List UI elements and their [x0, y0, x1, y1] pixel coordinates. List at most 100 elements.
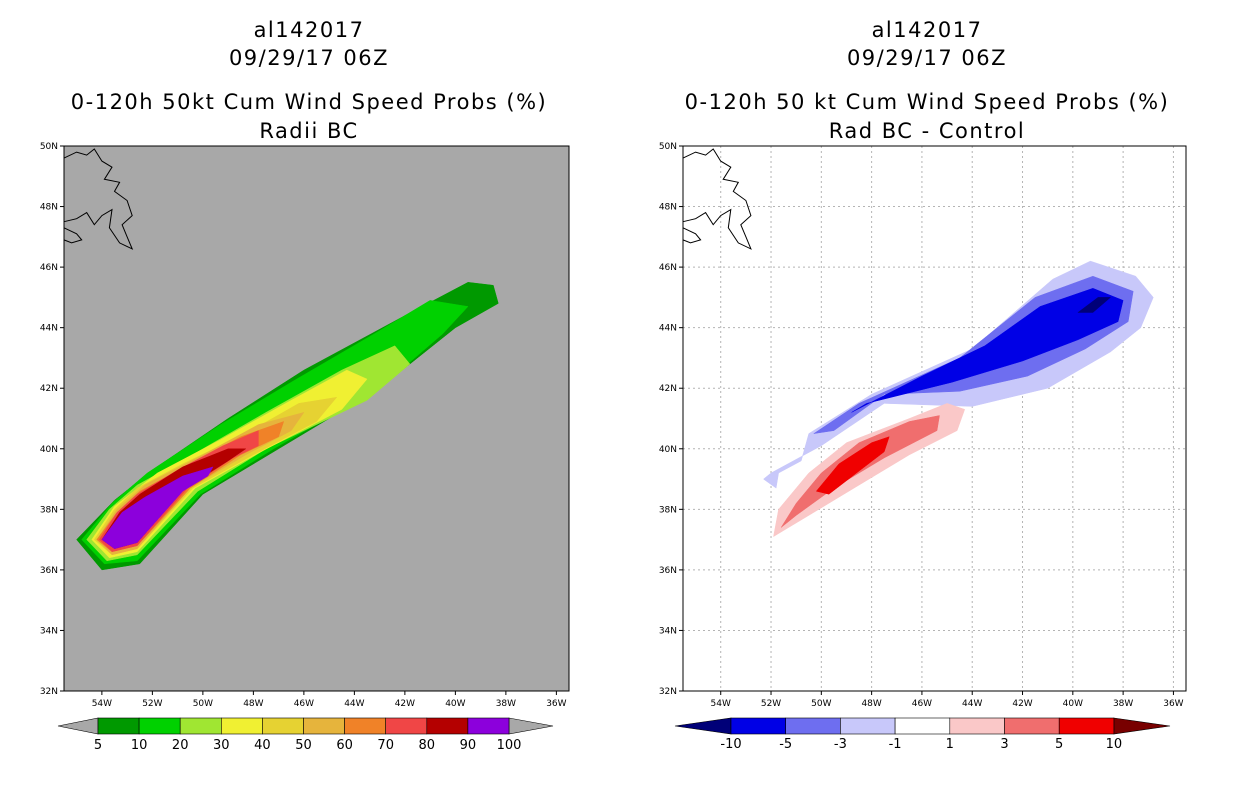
right-plot-frame — [682, 145, 1187, 692]
left-colorbar-cell-5 — [303, 717, 345, 735]
left-ytick-label-48N: 48N — [40, 203, 58, 213]
left-colorbar-cell-7 — [385, 717, 428, 735]
right-contour--5 — [851, 288, 1124, 413]
left-xtick-label-46W: 46W — [294, 699, 314, 709]
right-colorbar-cell-5 — [1004, 717, 1060, 735]
left-colorbar-over-arrow — [508, 717, 554, 735]
right-datetime: 09/29/17 06Z — [846, 46, 1008, 70]
left-ytick-label-44N: 44N — [40, 324, 58, 334]
right-colorbar-cell-3 — [894, 717, 951, 735]
right-colorbar: -10 -5 -3 -1 1 3 5 10 — [674, 717, 1171, 752]
left-ytick-label-40N: 40N — [40, 445, 58, 455]
left-colorbar-label-40: 40 — [254, 738, 271, 753]
right-colorbar-label--5: -5 — [779, 737, 792, 752]
left-colorbar-label-20: 20 — [172, 738, 189, 753]
left-colorbar-cell-3 — [221, 717, 263, 735]
right-ytick-label-46N: 46N — [659, 263, 677, 273]
left-xtick-label-44W: 44W — [344, 699, 364, 709]
right-colorbar-cell-2 — [840, 717, 896, 735]
right-contour--10 — [1077, 297, 1111, 313]
left-colorbar-cell-0 — [97, 717, 140, 735]
left-ytick-label-32N: 32N — [40, 687, 58, 697]
left-colorbar-cell-2 — [179, 717, 222, 735]
left-colorbar-cell-1 — [138, 717, 181, 735]
left-plot-frame — [63, 145, 570, 692]
left-colorbar-label-80: 80 — [419, 738, 436, 753]
left-contour-90 — [101, 466, 214, 549]
right-colorbar-cell-1 — [785, 717, 841, 735]
left-colorbar-under-arrow — [57, 717, 99, 735]
right-xtick-label-44W: 44W — [962, 699, 982, 709]
left-colorbar-label-5: 5 — [94, 738, 102, 753]
left-xtick-label-48W: 48W — [243, 699, 263, 709]
right-xtick-label-36W: 36W — [1163, 699, 1183, 709]
right-xtick-label-40W: 40W — [1063, 699, 1083, 709]
right-coastline-0 — [682, 148, 752, 250]
right-colorbar-cell-4 — [949, 717, 1005, 735]
right-colorbar-label-5: 5 — [1055, 737, 1063, 752]
right-chart: 54W 52W 50W 48W 46W 44W 42W 40W 38W 36W 32N 34N 36N 3… — [659, 142, 1187, 709]
left-colorbar-cell-8 — [426, 717, 469, 735]
right-ytick-label-42N: 42N — [659, 384, 677, 394]
left-xtick-label-40W: 40W — [445, 699, 465, 709]
right-colorbar-cell-0 — [730, 717, 787, 735]
left-xtick-label-36W: 36W — [546, 699, 566, 709]
right-ytick-label-50N: 50N — [659, 142, 677, 152]
left-colorbar-label-100: 100 — [497, 738, 522, 753]
left-ytick-label-34N: 34N — [40, 626, 58, 636]
left-colorbar-cell-9 — [467, 717, 510, 735]
right-colorbar-label--1: -1 — [889, 737, 902, 752]
left-coastline-0 — [63, 148, 134, 250]
right-contour-3 — [780, 415, 940, 528]
right-colorbar-under-arrow — [674, 717, 732, 735]
left-chart-title: 0-120h 50kt Cum Wind Speed Probs (%) — [70, 90, 548, 114]
left-colorbar-label-30: 30 — [213, 738, 230, 753]
left-storm-id: al142017 — [253, 18, 365, 42]
right-ytick-label-40N: 40N — [659, 445, 677, 455]
right-chart-subtitle: Rad BC - Control — [828, 119, 1026, 143]
right-colorbar-label--10: -10 — [720, 737, 741, 752]
right-colorbar-label-10: 10 — [1106, 737, 1123, 752]
right-xtick-label-48W: 48W — [861, 699, 881, 709]
left-xtick-label-42W: 42W — [395, 699, 415, 709]
left-coastline-1 — [63, 227, 83, 244]
left-colorbar-label-50: 50 — [295, 738, 312, 753]
left-chart-subtitle: Radii BC — [259, 119, 359, 143]
left-xtick-label-50W: 50W — [193, 699, 213, 709]
left-ytick-label-46N: 46N — [40, 263, 58, 273]
right-ytick-label-48N: 48N — [659, 203, 677, 213]
right-colorbar-over-arrow — [1113, 717, 1171, 735]
left-datetime: 09/29/17 06Z — [228, 46, 390, 70]
left-colorbar-label-10: 10 — [131, 738, 148, 753]
right-colorbar-label-1: 1 — [946, 737, 954, 752]
right-colorbar-label-3: 3 — [1000, 737, 1008, 752]
right-coastline-1 — [682, 227, 702, 244]
right-ytick-label-36N: 36N — [659, 566, 677, 576]
left-ytick-label-36N: 36N — [40, 566, 58, 576]
left-ytick-label-50N: 50N — [40, 142, 58, 152]
left-colorbar-label-90: 90 — [460, 738, 477, 753]
left-xtick-label-38W: 38W — [496, 699, 516, 709]
left-colorbar: 5 10 20 30 40 50 60 70 80 90 100 — [57, 717, 554, 753]
right-colorbar-label--3: -3 — [834, 737, 847, 752]
right-xtick-label-52W: 52W — [761, 699, 781, 709]
left-xtick-label-52W: 52W — [142, 699, 162, 709]
right-xtick-label-46W: 46W — [912, 699, 932, 709]
right-ytick-label-32N: 32N — [659, 687, 677, 697]
right-xtick-label-38W: 38W — [1113, 699, 1133, 709]
right-chart-title: 0-120h 50 kt Cum Wind Speed Probs (%) — [684, 90, 1170, 114]
left-colorbar-label-70: 70 — [377, 738, 394, 753]
left-colorbar-cell-6 — [344, 717, 387, 735]
right-xtick-label-54W: 54W — [711, 699, 731, 709]
right-ytick-label-44N: 44N — [659, 324, 677, 334]
left-xtick-label-54W: 54W — [92, 699, 112, 709]
left-colorbar-cell-4 — [262, 717, 304, 735]
right-xtick-label-50W: 50W — [811, 699, 831, 709]
left-ytick-label-42N: 42N — [40, 384, 58, 394]
left-chart: 54W 52W 50W 48W 46W 44W 42W 40W 38W 36W 32N 34N 36N 3… — [40, 142, 570, 709]
right-storm-id: al142017 — [871, 18, 983, 42]
left-colorbar-label-60: 60 — [336, 738, 353, 753]
right-ytick-label-38N: 38N — [659, 505, 677, 515]
right-colorbar-cell-6 — [1058, 717, 1115, 735]
